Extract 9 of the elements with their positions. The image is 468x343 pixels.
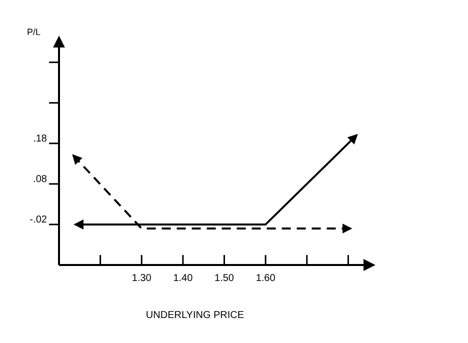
y-axis-title: P/L — [27, 27, 41, 37]
x-tick-label: 1.50 — [214, 273, 234, 284]
x-tick-label: 1.40 — [173, 273, 194, 284]
y-tick-label: .18 — [33, 133, 48, 144]
x-tick-label: 1.30 — [132, 273, 152, 284]
x-tick-label: 1.60 — [256, 273, 276, 284]
y-tick-label: .08 — [33, 174, 48, 185]
y-tick-label: -.02 — [30, 214, 48, 226]
x-axis-title: UNDERLYING PRICE — [146, 310, 244, 321]
